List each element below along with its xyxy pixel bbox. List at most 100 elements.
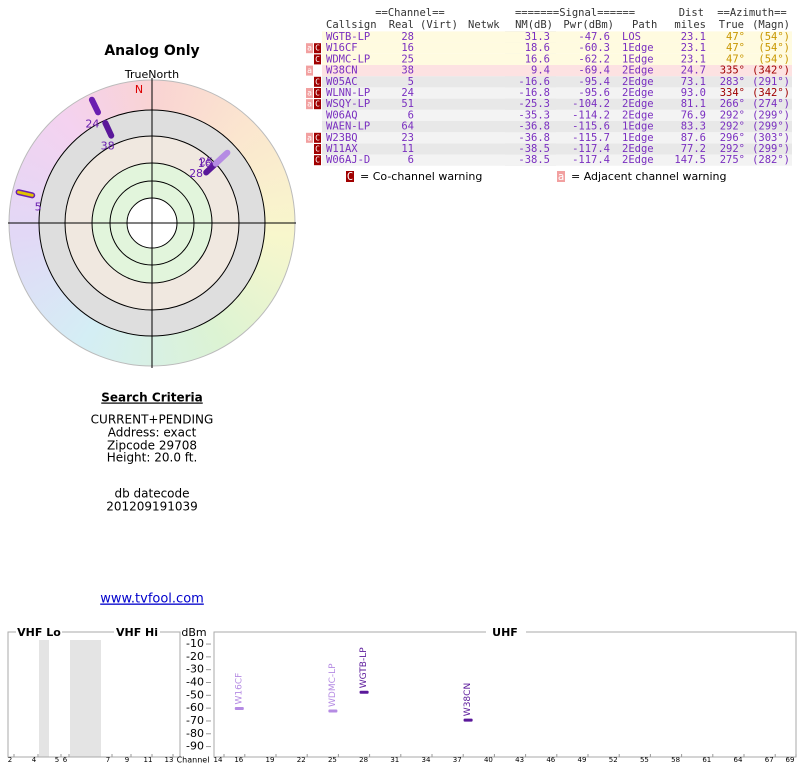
signal-marker bbox=[359, 690, 369, 694]
cell-callsign: W16CF bbox=[326, 42, 358, 54]
x-tick-label: 31 bbox=[390, 756, 399, 764]
label-bg bbox=[486, 626, 526, 638]
y-tick-label: -90 bbox=[186, 740, 204, 753]
adjacent-warning-icon bbox=[306, 88, 313, 98]
y-tick-label: -70 bbox=[186, 714, 204, 727]
cell-az: 292° bbox=[720, 143, 745, 155]
y-tick-label: -20 bbox=[186, 650, 204, 663]
x-tick-label: 4 bbox=[32, 756, 37, 764]
cell-nm: -36.8 bbox=[518, 121, 550, 133]
column-header: True bbox=[719, 19, 744, 31]
radar-station-label: 25 bbox=[199, 156, 213, 169]
cell-magn: (54°) bbox=[758, 31, 790, 43]
radar-station-label: 16 bbox=[198, 157, 212, 170]
row-background bbox=[322, 65, 792, 77]
x-tick-label: 55 bbox=[640, 756, 649, 764]
cell-path: 2Edge bbox=[622, 154, 654, 166]
cell-real: 24 bbox=[401, 87, 414, 99]
cell-path: 1Edge bbox=[622, 53, 654, 65]
row-background bbox=[322, 76, 792, 88]
cell-path: 2Edge bbox=[622, 109, 654, 121]
co-channel-warning-text: C bbox=[315, 55, 320, 64]
cell-nm: -38.5 bbox=[518, 143, 550, 155]
co-channel-warning-text: C bbox=[315, 44, 320, 53]
radar-station-label: 24 bbox=[85, 117, 99, 130]
cell-path: 1Edge bbox=[622, 42, 654, 54]
cell-nm: -35.3 bbox=[518, 109, 550, 121]
x-tick-label: 69 bbox=[786, 756, 795, 764]
column-header: Real bbox=[389, 19, 414, 31]
cell-az: 275° bbox=[720, 154, 745, 166]
cell-magn: (282°) bbox=[752, 154, 790, 166]
x-tick-label: 37 bbox=[453, 756, 462, 764]
x-tick-label: 14 bbox=[214, 756, 223, 764]
north-mark: N bbox=[135, 83, 143, 96]
north-label: TrueNorth bbox=[124, 68, 179, 81]
y-tick-label: -30 bbox=[186, 663, 204, 676]
criteria-title: Search Criteria bbox=[101, 391, 202, 405]
cell-pwr: -95.6 bbox=[578, 87, 610, 99]
cell-callsign: W11AX bbox=[326, 143, 358, 155]
legend-text: = Adjacent channel warning bbox=[571, 170, 727, 183]
cell-path: 2Edge bbox=[622, 76, 654, 88]
cell-path: 2Edge bbox=[622, 65, 654, 77]
signal-callsign: WGTB-LP bbox=[359, 647, 369, 688]
cell-pwr: -95.4 bbox=[578, 76, 610, 88]
label-bg bbox=[16, 626, 62, 638]
x-tick-label: 46 bbox=[546, 756, 555, 764]
cell-callsign: WSQY-LP bbox=[326, 98, 370, 110]
db-value: 201209191039 bbox=[106, 500, 198, 514]
cell-callsign: W38CN bbox=[326, 65, 358, 77]
co-channel-warning-icon bbox=[314, 155, 321, 166]
cell-magn: (299°) bbox=[752, 121, 790, 133]
cell-magn: (342°) bbox=[752, 87, 790, 99]
group-header: Dist bbox=[679, 7, 704, 19]
x-tick-label: 67 bbox=[765, 756, 774, 764]
cell-dist: 73.1 bbox=[681, 76, 706, 88]
radar-station-label: 38 bbox=[101, 140, 115, 153]
cell-magn: (299°) bbox=[752, 143, 790, 155]
table: ==Channel== =======Signal====== Dist ==Azim… bbox=[306, 7, 792, 166]
cell-dist: 83.3 bbox=[681, 121, 706, 133]
row-background bbox=[322, 154, 792, 166]
cell-dist: 81.1 bbox=[681, 98, 706, 110]
column-header: miles bbox=[674, 19, 706, 31]
cell-dist: 23.1 bbox=[681, 31, 706, 43]
cell-path: LOS bbox=[622, 31, 641, 43]
cell-nm: -36.8 bbox=[518, 132, 550, 144]
cell-real: 6 bbox=[408, 154, 414, 166]
column-header: Path bbox=[632, 19, 657, 31]
column-header: (Virt) bbox=[420, 19, 458, 31]
cell-callsign: W23BQ bbox=[326, 132, 358, 144]
cell-nm: -38.5 bbox=[518, 154, 550, 166]
cell-magn: (303°) bbox=[752, 132, 790, 144]
co-channel-warning-icon bbox=[314, 76, 321, 87]
cell-real: 25 bbox=[401, 53, 414, 65]
cell-callsign: WDMC-LP bbox=[326, 53, 370, 65]
cell-real: 64 bbox=[401, 121, 414, 133]
row-background bbox=[322, 98, 792, 110]
x-tick-label: 43 bbox=[515, 756, 524, 764]
cell-az: 283° bbox=[720, 76, 745, 88]
cell-dist: 93.0 bbox=[681, 87, 706, 99]
x-tick-label: 19 bbox=[266, 756, 275, 764]
cell-nm: 9.4 bbox=[531, 65, 550, 77]
co-channel-warning-icon bbox=[314, 132, 321, 143]
co-channel-warning-icon bbox=[314, 54, 321, 65]
cell-pwr: -115.6 bbox=[572, 121, 610, 133]
radar-station-label: 5 bbox=[35, 200, 42, 213]
legend-text: = Co-channel warning bbox=[360, 170, 482, 183]
co-channel-warning-text: C bbox=[315, 133, 320, 142]
cell-pwr: -60.3 bbox=[578, 42, 610, 54]
cell-nm: 16.6 bbox=[525, 53, 550, 65]
column-header: (Magn) bbox=[752, 19, 790, 31]
cell-pwr: -117.4 bbox=[572, 154, 610, 166]
cell-az: 266° bbox=[720, 98, 745, 110]
co-channel-warning-text: C bbox=[315, 145, 320, 154]
x-tick-label: 34 bbox=[422, 756, 431, 764]
x-tick-label: 5 bbox=[55, 756, 59, 764]
x-tick-label: 22 bbox=[297, 756, 306, 764]
site-link[interactable]: www.tvfool.com bbox=[100, 592, 204, 607]
cell-az: 47° bbox=[726, 42, 745, 54]
